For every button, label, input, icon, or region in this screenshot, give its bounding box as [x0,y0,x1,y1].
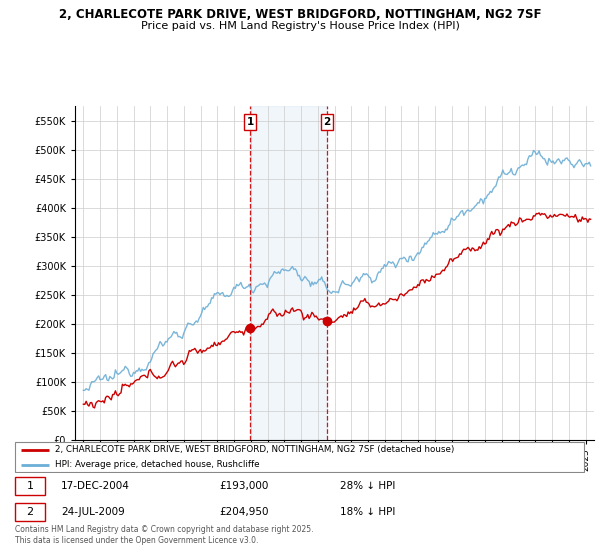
Text: Contains HM Land Registry data © Crown copyright and database right 2025.
This d: Contains HM Land Registry data © Crown c… [15,525,314,545]
Text: £204,950: £204,950 [220,507,269,517]
FancyBboxPatch shape [15,503,45,521]
FancyBboxPatch shape [15,477,45,495]
Text: 2, CHARLECOTE PARK DRIVE, WEST BRIDGFORD, NOTTINGHAM, NG2 7SF (detached house): 2, CHARLECOTE PARK DRIVE, WEST BRIDGFORD… [55,445,455,454]
Text: 1: 1 [26,481,34,491]
Text: 2: 2 [323,117,331,127]
Text: 17-DEC-2004: 17-DEC-2004 [61,481,130,491]
Text: 2: 2 [26,507,34,517]
Text: £193,000: £193,000 [220,481,269,491]
Text: 2, CHARLECOTE PARK DRIVE, WEST BRIDGFORD, NOTTINGHAM, NG2 7SF: 2, CHARLECOTE PARK DRIVE, WEST BRIDGFORD… [59,8,541,21]
Text: 18% ↓ HPI: 18% ↓ HPI [340,507,395,517]
Text: 28% ↓ HPI: 28% ↓ HPI [340,481,395,491]
Text: 24-JUL-2009: 24-JUL-2009 [61,507,125,517]
Bar [250,106,327,440]
Text: HPI: Average price, detached house, Rushcliffe: HPI: Average price, detached house, Rush… [55,460,260,469]
FancyBboxPatch shape [15,442,584,472]
Text: Price paid vs. HM Land Registry's House Price Index (HPI): Price paid vs. HM Land Registry's House … [140,21,460,31]
Text: 1: 1 [247,117,254,127]
